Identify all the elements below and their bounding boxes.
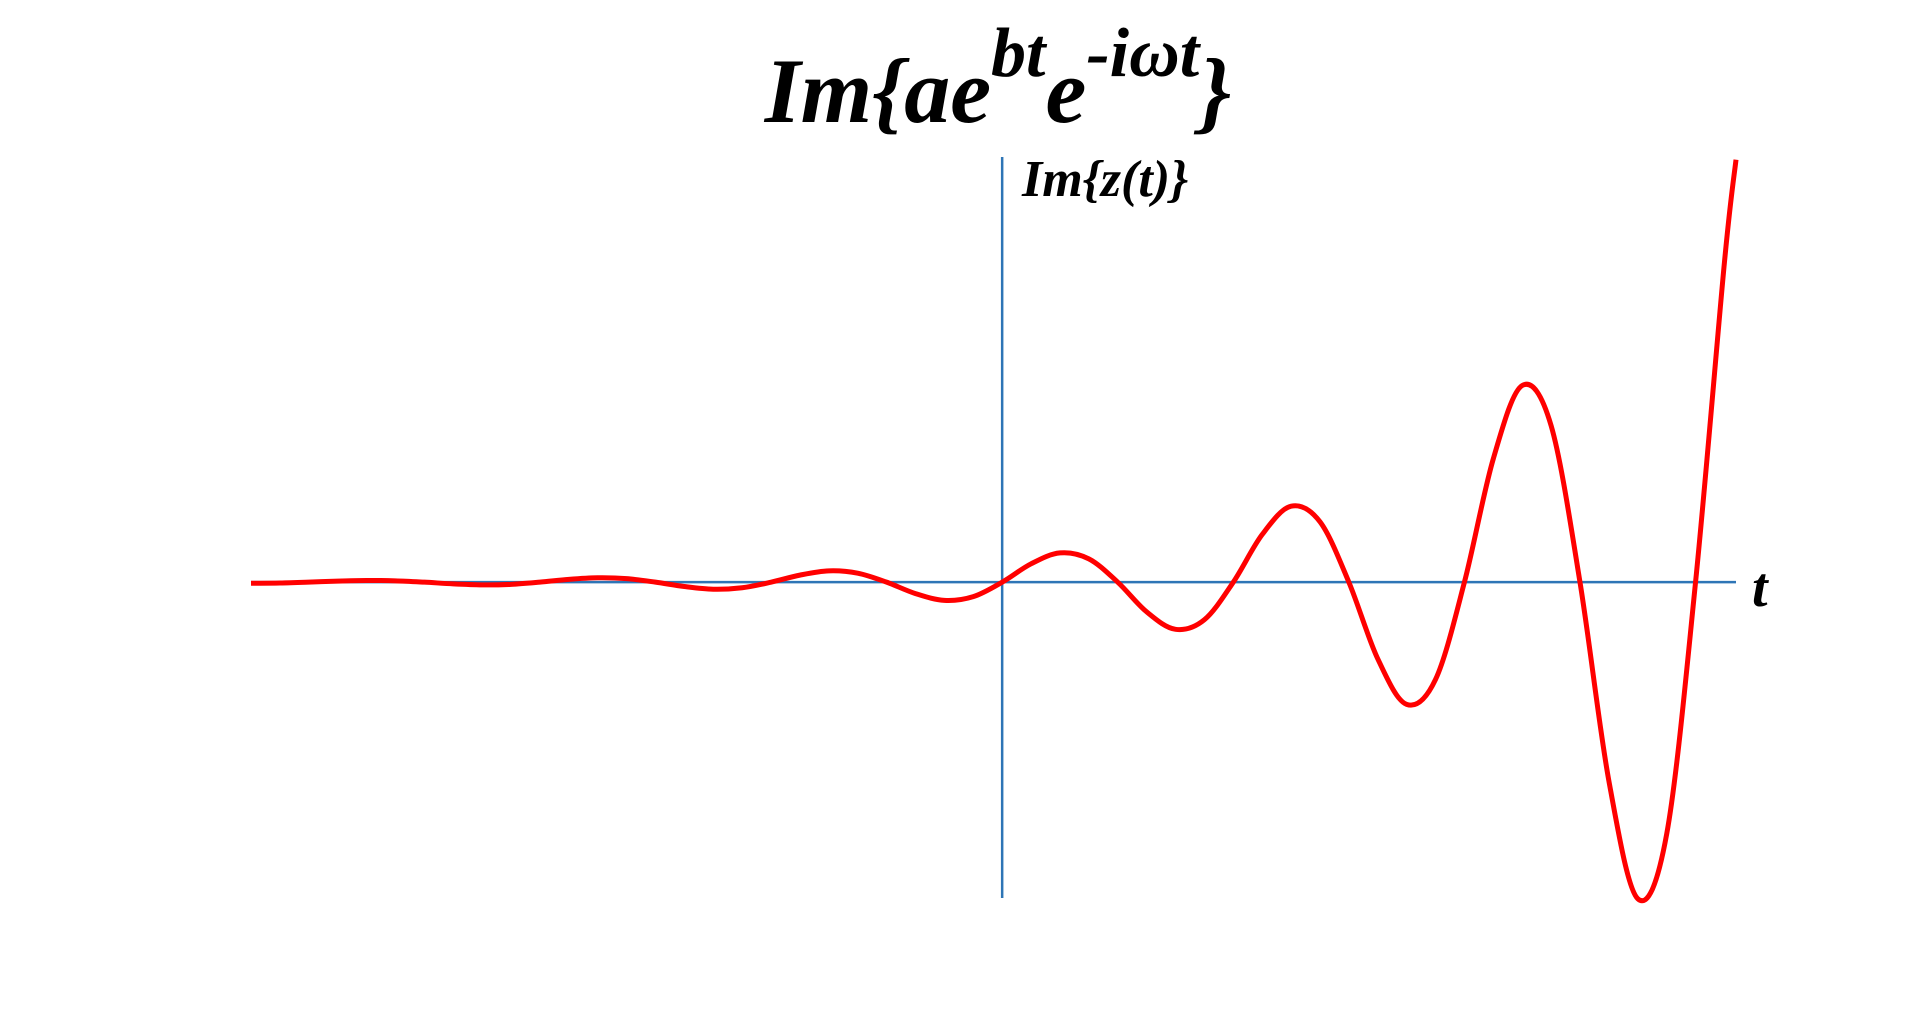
- title-text: Im{ae: [764, 40, 991, 142]
- title-superscript: -iωt: [1086, 15, 1201, 92]
- x-axis-label: t: [1752, 557, 1769, 619]
- title-superscript: bt: [991, 15, 1048, 92]
- data-line: [250, 159, 1739, 904]
- y-axis-label: Im{z(t)}: [1021, 151, 1188, 208]
- title-text: }: [1193, 40, 1231, 142]
- chart-title: Im{aebte-iωt}: [764, 15, 1231, 142]
- title-text: e: [1045, 40, 1086, 142]
